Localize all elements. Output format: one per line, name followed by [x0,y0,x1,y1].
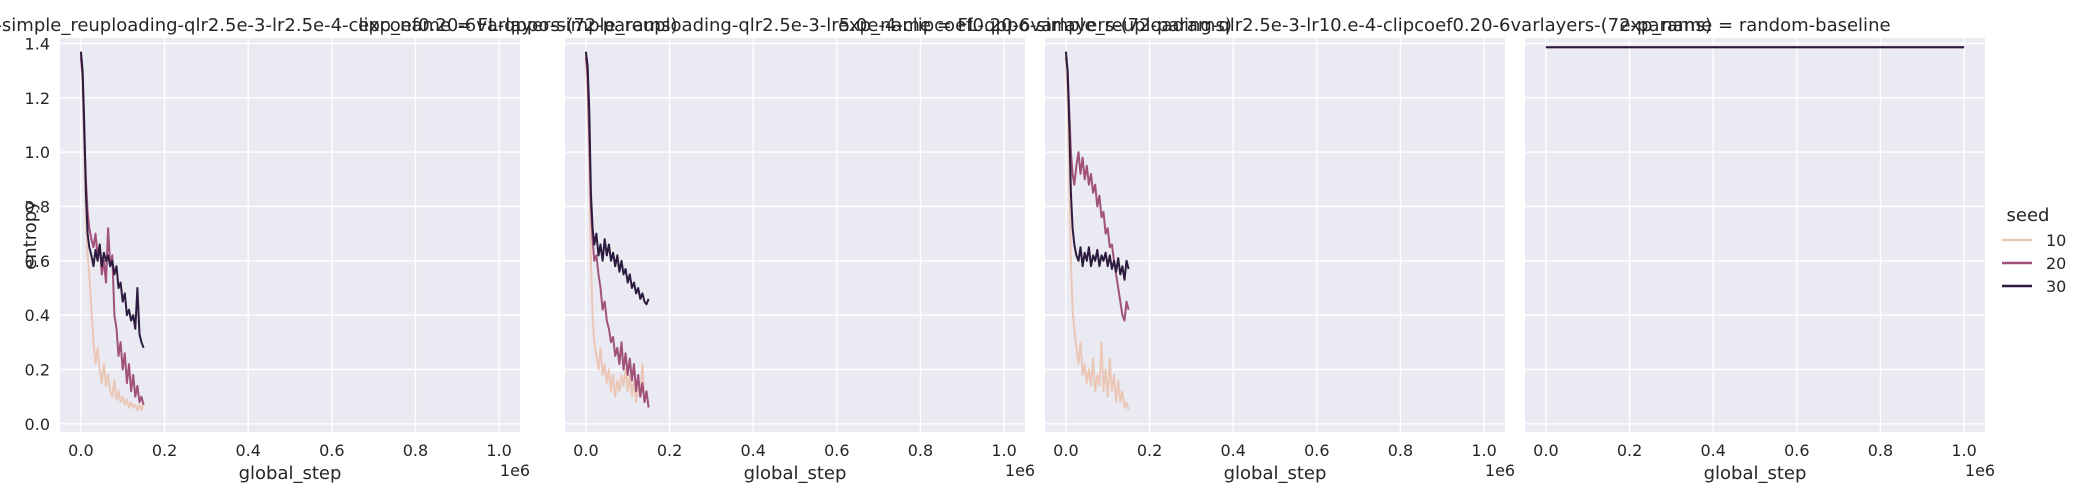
legend-title: seed [2007,205,2050,226]
x-tick-label: 1.0 [1951,441,1976,460]
x-offset-label: 1e6 [1965,461,1995,480]
y-tick-label: 0.0 [25,415,50,434]
legend-label-seed-30: 30 [2046,277,2066,296]
legend-label-seed-10: 10 [2046,231,2066,250]
series-line-seed-20 [584,56,650,408]
x-tick-label: 0.4 [1220,441,1245,460]
x-axis-label: global_step [1224,463,1327,484]
series-line-seed-20 [1064,56,1130,322]
series-line-seed-10 [79,54,145,412]
panel-title: exp_name = random-baseline [1619,15,1890,36]
series-line-seed-10 [1064,56,1130,411]
panel-title: exp_name = FL-qppo-simple_reuploading-ql… [838,15,1712,36]
panel-title: = FL-qppo-simple_reuploading-qlr2.5e-3-l… [0,15,678,36]
y-tick-label: 1.4 [25,34,50,53]
legend: seed 10 20 30 [2002,205,2066,296]
plot-area [60,38,520,432]
series-line-seed-10 [584,54,650,408]
y-tick-label: 0.6 [25,252,50,271]
x-tick-label: 0.6 [319,441,344,460]
x-tick-label: 0.6 [1784,441,1809,460]
x-tick-label: 0.8 [908,441,933,460]
plot-area [1045,38,1505,432]
x-tick-label: 0.2 [1137,441,1162,460]
x-tick-label: 0.2 [1617,441,1642,460]
x-tick-label: 0.2 [657,441,682,460]
panel-2: 0.0 0.2 0.4 0.6 0.8 1.0 global_step 1e6 exp_name… [358,15,1232,484]
x-tick-label: 0.6 [824,441,849,460]
y-axis-label: entropy [20,200,41,270]
x-tick-label: 1.0 [486,441,511,460]
x-tick-label: 0.8 [1868,441,1893,460]
x-tick-label: 0.0 [1053,441,1078,460]
x-tick-label: 0.0 [68,441,93,460]
x-tick-label: 0.0 [573,441,598,460]
series-line-seed-30 [1064,51,1130,281]
panel-4: 0.0 0.2 0.4 0.6 0.8 1.0 global_step 1e6 exp_name… [1525,15,1995,484]
panel-1: 0.0 0.2 0.4 0.6 0.8 1.0 0.0 0.2 0.4 0.6 0.8 1.0 1.2 1… [0,15,678,484]
y-tick-label: 0.2 [25,361,50,380]
series-line-seed-30 [584,51,650,306]
x-tick-label: 0.4 [1700,441,1725,460]
x-tick-label: 0.6 [1304,441,1329,460]
x-tick-label: 0.4 [740,441,765,460]
panel-title: exp_name = FL-qppo-simple_reuploading-ql… [358,15,1232,36]
y-tick-label: 0.4 [25,306,50,325]
x-tick-label: 0.2 [152,441,177,460]
panel-3: 0.0 0.2 0.4 0.6 0.8 1.0 global_step 1e6 exp_name… [838,15,1712,484]
x-tick-label: 0.8 [1388,441,1413,460]
legend-label-seed-20: 20 [2046,254,2066,273]
plot-area [1525,38,1985,432]
y-tick-label: 1.0 [25,143,50,162]
x-axis-label: global_step [1704,463,1807,484]
x-offset-label: 1e6 [500,461,530,480]
series-line-seed-30 [79,51,145,349]
x-tick-label: 0.8 [403,441,428,460]
y-tick-label: 1.2 [25,89,50,108]
y-tick-label: 0.8 [25,197,50,216]
x-tick-label: 0.4 [235,441,260,460]
x-axis-label: global_step [744,463,847,484]
x-offset-label: 1e6 [1005,461,1035,480]
x-tick-label: 1.0 [991,441,1016,460]
x-tick-label: 0.0 [1533,441,1558,460]
x-offset-label: 1e6 [1485,461,1515,480]
x-axis-label: global_step [239,463,342,484]
x-tick-label: 1.0 [1471,441,1496,460]
